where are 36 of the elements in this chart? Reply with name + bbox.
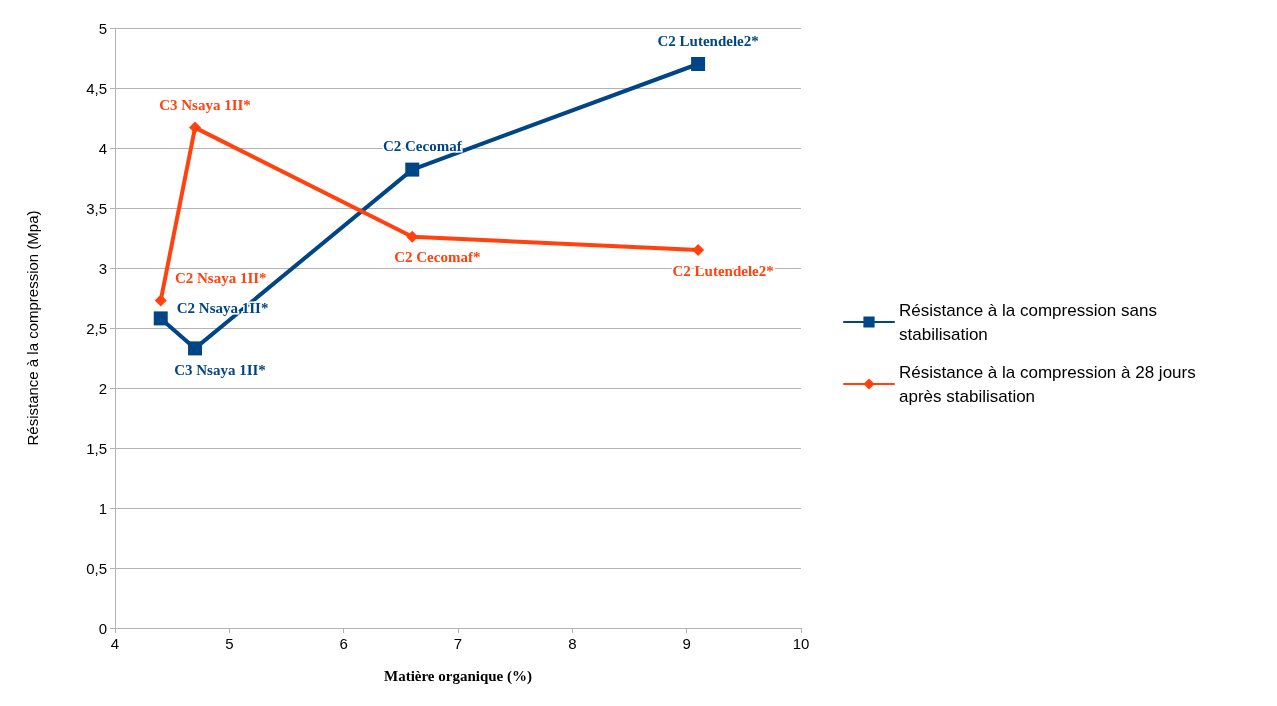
data-label: C2 Lutendele2* bbox=[672, 262, 774, 279]
y-tick-label: 1,5 bbox=[86, 439, 107, 457]
data-label: C3 Nsaya 1II* bbox=[174, 361, 266, 378]
y-tick-label: 2 bbox=[98, 379, 107, 397]
x-tick-label: 5 bbox=[225, 635, 234, 652]
point bbox=[188, 341, 203, 356]
x-tick-label: 10 bbox=[792, 635, 810, 652]
point bbox=[691, 57, 706, 71]
y-tick-label: 2,5 bbox=[86, 319, 107, 337]
y-tick-label: 3 bbox=[98, 259, 107, 277]
data-label: C2 Nsaya 1II* bbox=[174, 269, 267, 286]
y-tick-label: 4,5 bbox=[86, 79, 107, 97]
point bbox=[153, 311, 168, 326]
data-label: C2 Cecomaf* bbox=[394, 249, 481, 266]
legend-label: Résistance à la compression à 28 jours après stabilisation bbox=[899, 362, 1201, 406]
y-tick-label: 1 bbox=[98, 499, 107, 517]
point bbox=[154, 294, 167, 307]
data-label: C2 Lutendele2* bbox=[657, 32, 759, 49]
y-tick-label: 5 bbox=[98, 19, 107, 37]
y-tick-label: 0,5 bbox=[86, 559, 107, 577]
point bbox=[405, 162, 420, 177]
data-label: C2 Cecomaf bbox=[382, 138, 463, 155]
x-tick-label: 9 bbox=[682, 635, 691, 652]
x-axis-title: Matière organique (%) bbox=[383, 667, 533, 685]
y-tick-label: 4 bbox=[98, 139, 107, 157]
y-tick-label: 0 bbox=[98, 619, 107, 637]
point bbox=[189, 121, 202, 134]
y-axis-title: Résistance à la compression (Mpa) bbox=[24, 210, 41, 446]
x-tick-label: 8 bbox=[568, 635, 577, 652]
x-tick-label: 7 bbox=[453, 635, 463, 652]
y-tick-label: 3,5 bbox=[86, 199, 107, 217]
x-tick-label: 4 bbox=[110, 635, 120, 652]
data-label: C3 Nsaya 1II* bbox=[159, 97, 251, 114]
point bbox=[692, 244, 705, 256]
legend-label: Résistance à la compression sans stabilisation bbox=[899, 300, 1162, 344]
x-tick-label: 6 bbox=[339, 635, 348, 652]
